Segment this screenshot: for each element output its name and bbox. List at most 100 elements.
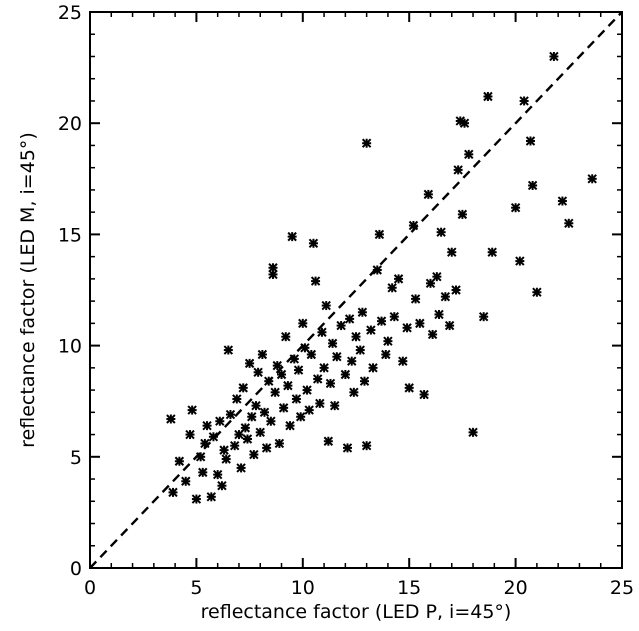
data-point xyxy=(434,309,444,320)
data-point xyxy=(289,354,299,364)
data-point xyxy=(478,311,489,322)
data-point xyxy=(285,420,295,431)
data-point xyxy=(257,349,268,360)
data-point xyxy=(366,325,376,335)
data-point xyxy=(383,336,393,346)
data-point xyxy=(251,400,261,411)
data-point xyxy=(187,405,197,415)
data-point xyxy=(410,294,421,304)
data-point xyxy=(372,265,382,275)
y-tick-label: 20 xyxy=(58,113,82,135)
data-point xyxy=(564,218,574,228)
x-tick-label: 25 xyxy=(610,577,634,599)
data-point xyxy=(447,247,457,257)
data-point xyxy=(327,338,338,349)
y-tick-label: 10 xyxy=(58,336,82,358)
data-point xyxy=(483,91,493,102)
data-point xyxy=(185,429,195,440)
data-point xyxy=(344,314,355,324)
data-point xyxy=(374,229,385,240)
data-point xyxy=(459,118,470,128)
data-point xyxy=(436,227,446,237)
data-point xyxy=(376,316,387,326)
data-point xyxy=(225,409,236,420)
data-point xyxy=(264,376,274,386)
data-point xyxy=(238,383,248,393)
data-point xyxy=(427,329,438,340)
y-tick-label: 15 xyxy=(58,224,82,246)
data-point xyxy=(404,383,414,393)
y-axis-label: reflectance factor (LED M, i=45°) xyxy=(17,132,39,448)
data-point xyxy=(325,378,336,389)
data-point xyxy=(302,385,312,395)
data-point xyxy=(219,445,229,455)
data-point xyxy=(247,412,257,422)
data-point xyxy=(451,285,461,295)
data-point xyxy=(287,231,297,242)
data-point xyxy=(223,345,234,355)
data-points xyxy=(166,51,597,504)
data-point xyxy=(342,443,353,453)
data-point xyxy=(293,365,304,375)
data-point xyxy=(255,427,265,438)
data-point xyxy=(347,356,357,366)
data-point xyxy=(229,440,240,451)
y-tick-label: 0 xyxy=(70,558,82,580)
data-point xyxy=(298,318,308,329)
data-point xyxy=(332,352,342,362)
plot-frame xyxy=(89,11,623,569)
data-point xyxy=(468,427,478,438)
data-point xyxy=(464,149,474,160)
data-point xyxy=(587,174,597,184)
data-point xyxy=(402,323,412,333)
data-point xyxy=(306,349,317,360)
data-point xyxy=(315,398,325,409)
data-point xyxy=(487,247,497,257)
data-point xyxy=(453,165,463,175)
x-tick-label: 15 xyxy=(397,577,421,599)
data-point xyxy=(368,363,378,373)
x-tick-label: 5 xyxy=(190,577,202,599)
data-point xyxy=(268,269,278,280)
data-point xyxy=(281,331,291,342)
data-point xyxy=(321,300,331,311)
x-axis-label: reflectance factor (LED P, i=45°) xyxy=(201,601,512,623)
data-point xyxy=(249,449,259,460)
y-tick-label: 5 xyxy=(70,447,82,469)
data-point xyxy=(215,416,225,426)
data-point xyxy=(181,476,191,486)
data-point xyxy=(232,394,242,404)
data-point xyxy=(444,320,455,331)
data-point xyxy=(519,96,529,106)
data-point xyxy=(423,189,434,200)
data-point xyxy=(202,420,212,431)
data-point xyxy=(217,481,227,491)
data-point xyxy=(532,287,542,297)
y-axis-ticks: 0 5 10 15 20 25 xyxy=(58,2,622,580)
data-point xyxy=(440,291,451,302)
data-point xyxy=(336,320,346,331)
data-point xyxy=(272,360,282,371)
data-point xyxy=(319,363,329,373)
data-point xyxy=(525,136,536,146)
y-tick-label: 25 xyxy=(58,2,82,24)
data-point xyxy=(274,438,285,449)
data-point xyxy=(419,389,429,400)
data-point xyxy=(408,220,419,231)
data-point xyxy=(317,327,327,337)
data-point xyxy=(515,256,525,266)
data-point xyxy=(212,469,223,480)
data-point xyxy=(191,494,202,504)
data-point xyxy=(174,456,185,466)
data-point xyxy=(308,238,319,249)
data-point xyxy=(168,487,178,498)
data-point xyxy=(510,203,521,213)
data-point xyxy=(432,271,442,282)
data-point xyxy=(221,454,231,464)
data-point xyxy=(278,403,289,413)
data-point xyxy=(253,367,263,377)
data-point xyxy=(244,358,255,369)
data-point xyxy=(200,438,210,449)
data-point xyxy=(266,416,276,426)
